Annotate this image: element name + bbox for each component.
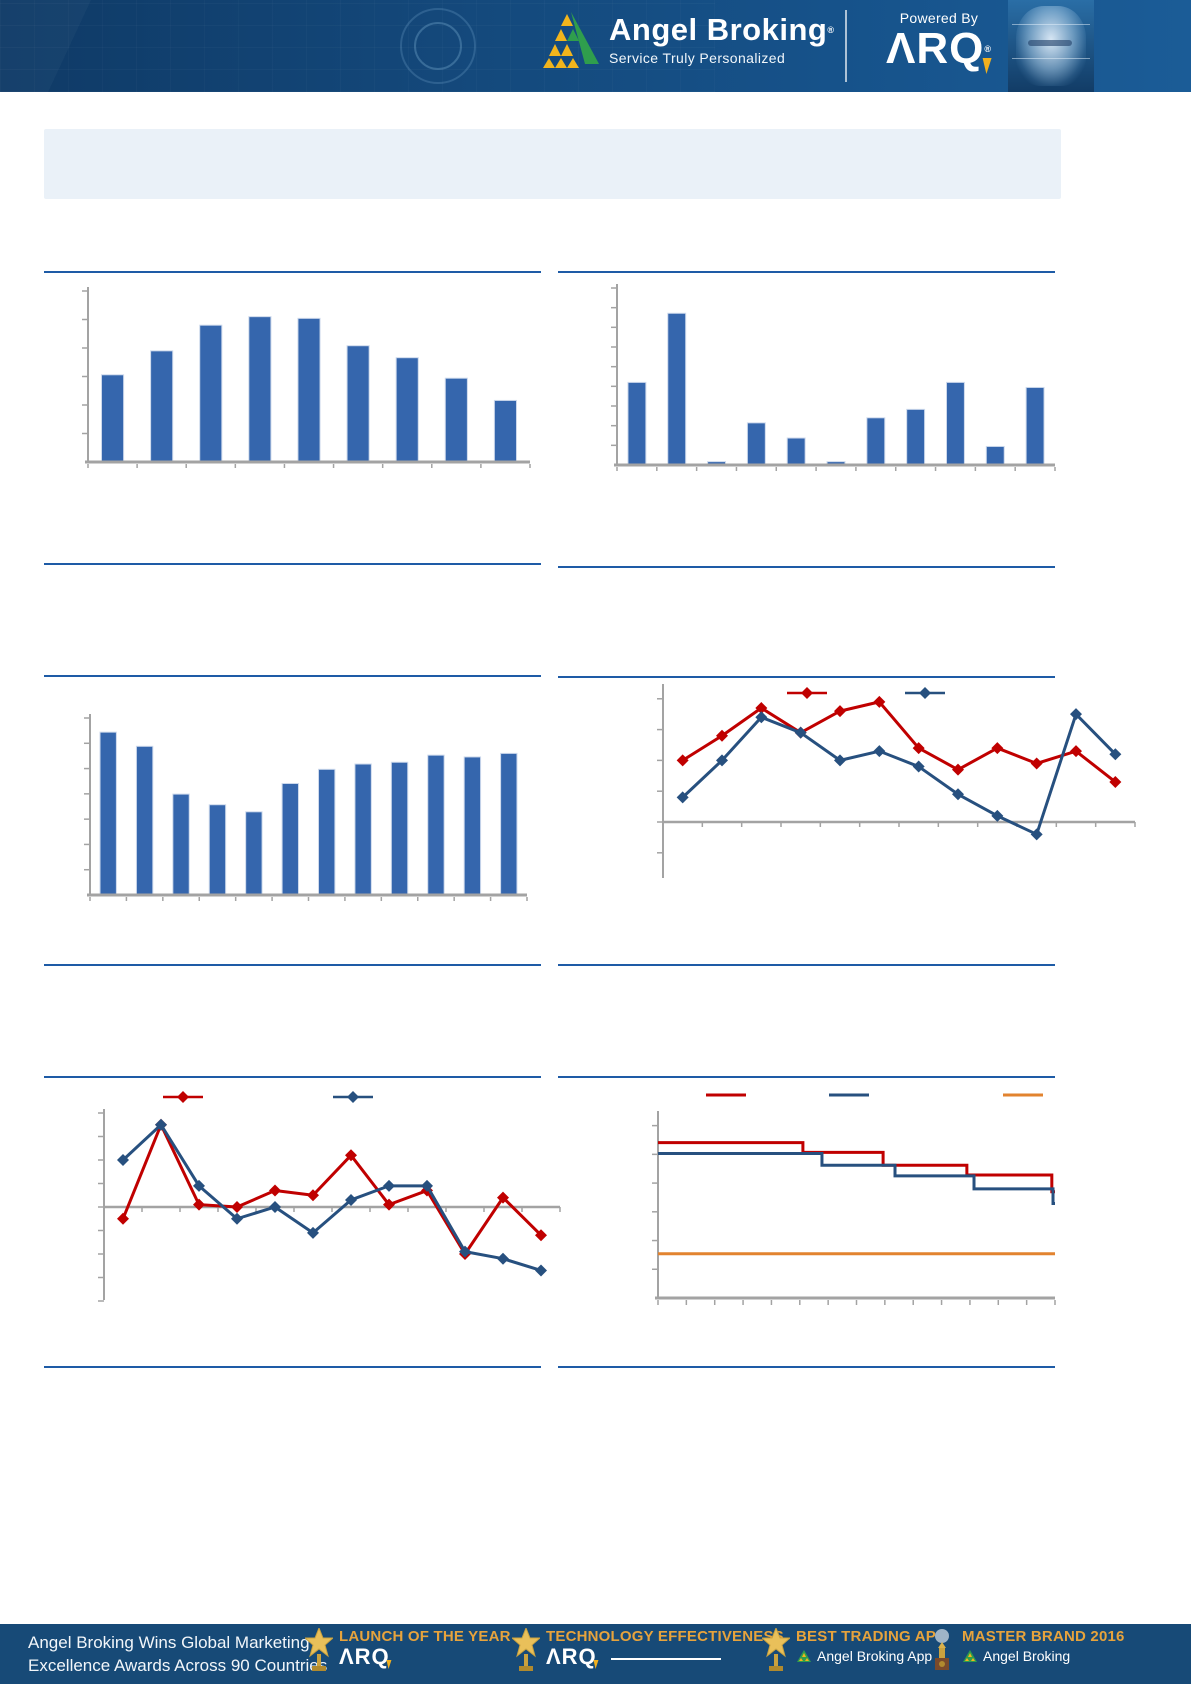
section-divider [44,271,541,273]
award-title: MASTER BRAND 2016 [962,1628,1125,1645]
trophy-star-icon [512,1628,540,1671]
award-brand-logo: Angel Broking App [796,1645,946,1667]
award-launch-of-the-year: LAUNCH OF THE YEAR ΛRQ [305,1628,511,1680]
hud-ring-decoration [414,22,462,70]
section-divider [558,1076,1055,1078]
visor-decoration [1028,40,1072,46]
trophy-star-icon [305,1628,333,1671]
trophy-globe-icon [935,1629,949,1670]
award-technology-effectiveness: TECHNOLOGY EFFECTIVENESS ΛRQ [512,1628,784,1680]
powered-by-label: Powered By [899,10,979,26]
angel-broking-mini-icon [797,1650,811,1662]
award-title: LAUNCH OF THE YEAR [339,1628,511,1645]
award-arq-logo: ΛRQ [339,1644,392,1669]
award-title: BEST TRADING APP [796,1628,947,1645]
registered-mark: ® [827,25,835,35]
circuit-pattern-decoration [0,0,715,92]
section-divider [558,566,1055,568]
section-divider [558,271,1055,273]
bar-chart-top-right [611,284,1056,471]
award-brand-logo: Angel Broking [962,1645,1125,1667]
trophy-star-icon [762,1628,790,1671]
angel-broking-pyramid-icon [543,12,599,68]
section-divider [558,964,1055,966]
section-divider [558,676,1055,678]
section-divider [44,675,541,677]
footer-awards-bar: Angel Broking Wins Global Marketing Exce… [0,1624,1191,1684]
scanline-decoration [1012,58,1090,59]
section-divider [44,563,541,565]
arq-logo: ΛRQ® [886,24,992,74]
award-master-brand-2016: MASTER BRAND 2016 Angel Broking [928,1628,1125,1680]
cyborg-face-graphic [1008,0,1094,92]
step-chart-bottom-right [652,1093,1056,1305]
registered-mark: ® [984,44,992,54]
angel-broking-logo: Angel Broking® Service Truly Personalize… [537,12,834,68]
bar-chart-top-left [82,287,531,468]
footer-headline-line2: Excellence Awards Across 90 Countries [28,1656,328,1675]
scanline-decoration [1012,24,1090,25]
award-best-trading-app: BEST TRADING APP Angel Broking App [762,1628,946,1680]
angel-broking-mini-icon [963,1650,977,1662]
footer-headline: Angel Broking Wins Global Marketing Exce… [28,1631,327,1677]
line-chart-bottom-left [98,1091,561,1302]
line-chart-mid-right [657,684,1136,878]
section-divider [44,1076,541,1078]
section-divider [44,964,541,966]
section-divider [558,1366,1055,1368]
brand-name: Angel Broking® [609,12,835,47]
arq-logo-block: Powered By ΛRQ® [864,10,1014,74]
bar-chart-mid-left [84,714,528,901]
underline-decoration [611,1658,722,1660]
award-title: TECHNOLOGY EFFECTIVENESS [546,1628,784,1645]
footer-headline-line1: Angel Broking Wins Global Marketing [28,1633,310,1652]
brand-tagline: Service Truly Personalized [609,50,786,66]
hud-ring-decoration [400,8,476,84]
section-divider [44,1366,541,1368]
face-glow-decoration [1016,6,1086,86]
header-separator [845,10,847,82]
report-title-box [44,129,1061,199]
header-banner: Angel Broking® Service Truly Personalize… [0,0,1191,92]
award-arq-logo: ΛRQ [546,1644,599,1669]
